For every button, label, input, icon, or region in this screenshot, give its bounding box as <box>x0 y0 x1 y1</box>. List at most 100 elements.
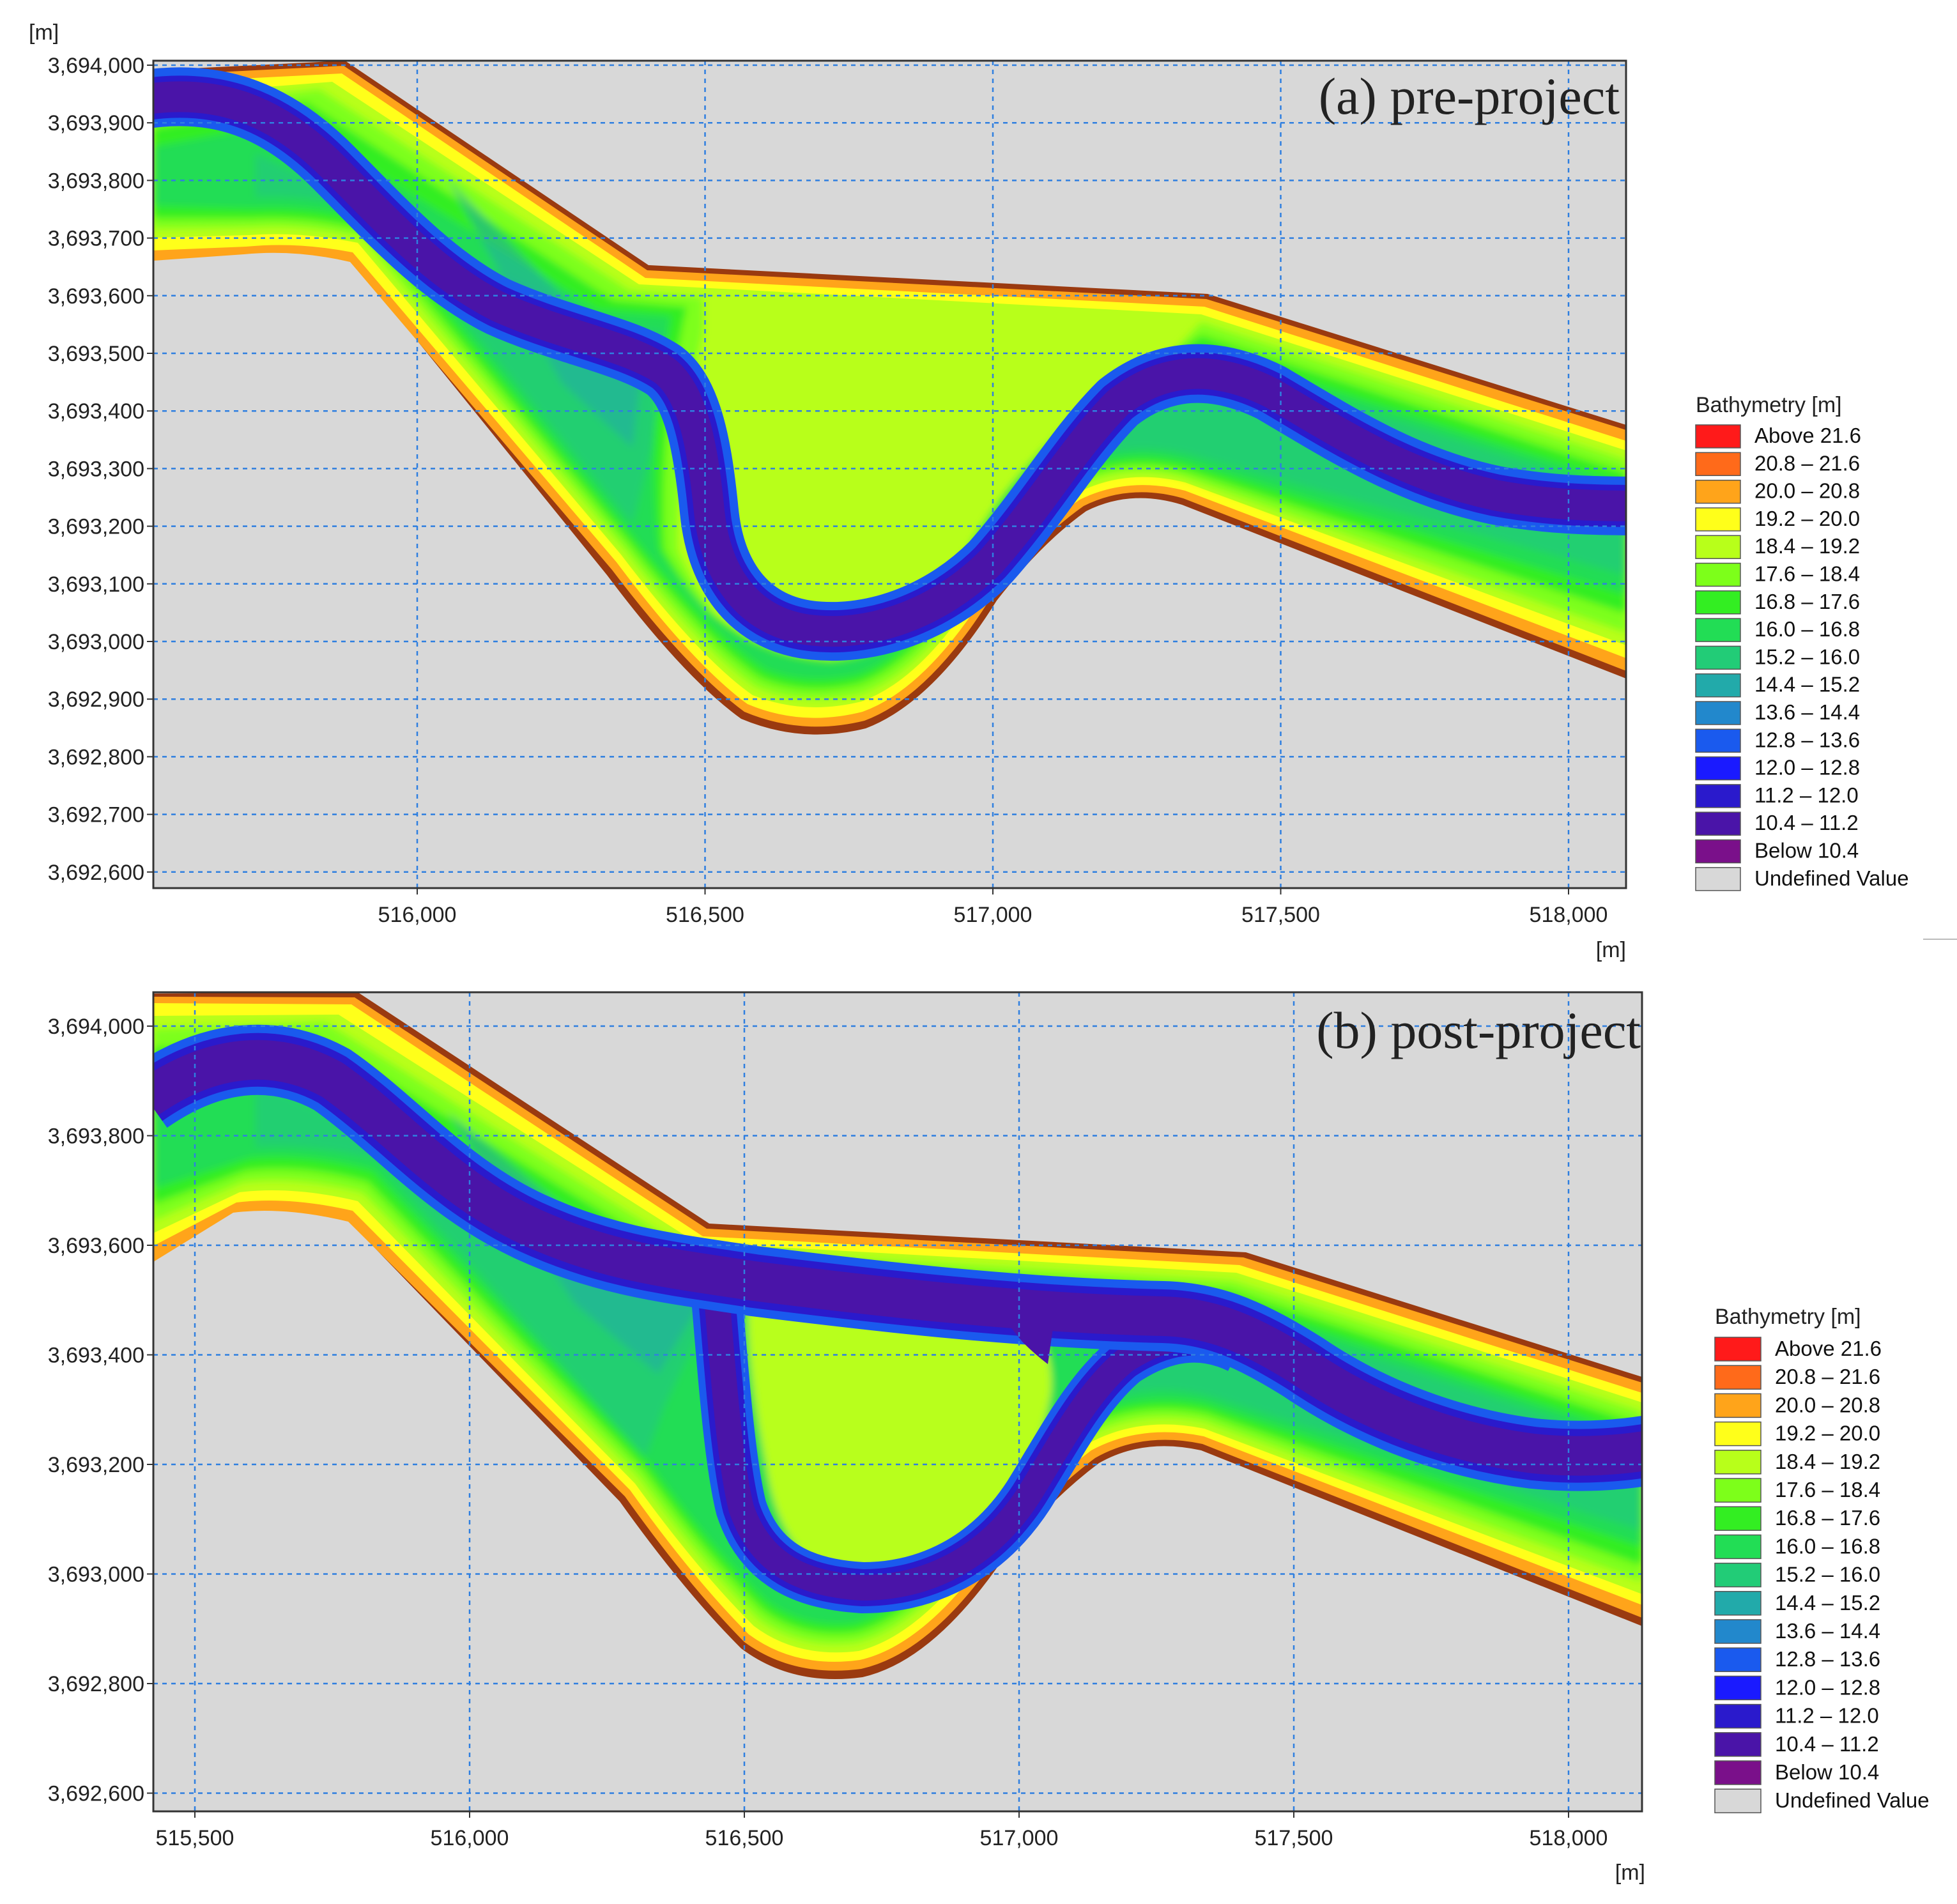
panel-a-x-unit: [m] <box>1596 938 1626 962</box>
legend-label: 20.8 – 21.6 <box>1775 1365 1880 1388</box>
legend-label: 12.0 – 12.8 <box>1754 756 1860 779</box>
legend-label: 12.0 – 12.8 <box>1775 1675 1880 1699</box>
legend-swatch <box>1695 728 1741 753</box>
y-tick-label: 3,693,800 <box>48 1125 144 1149</box>
y-tick-label: 3,693,700 <box>48 227 144 251</box>
legend-swatch <box>1714 1337 1761 1362</box>
panel-a-main-channel <box>153 67 1626 661</box>
legend-label: 20.0 – 20.8 <box>1775 1393 1880 1416</box>
y-tick-label: 3,692,900 <box>48 687 144 712</box>
y-tick-label: 3,693,600 <box>48 284 144 309</box>
legend-label: Below 10.4 <box>1775 1760 1879 1784</box>
legend-swatch <box>1695 811 1741 836</box>
x-tick-label: 517,500 <box>1255 1826 1333 1850</box>
y-tick-label: 3,694,000 <box>48 1015 144 1039</box>
legend-label: 17.6 – 18.4 <box>1775 1478 1880 1501</box>
y-tick-label: 3,692,600 <box>48 1782 144 1806</box>
y-tick-label: 3,693,400 <box>48 1344 144 1368</box>
panel-b-x-axis: 515,500 516,000 516,500 517,000 517,500 518,0… <box>156 1811 1608 1850</box>
legend-label: 12.8 – 13.6 <box>1775 1647 1880 1671</box>
legend-label: 18.4 – 19.2 <box>1754 534 1860 558</box>
legend-label: 19.2 – 20.0 <box>1775 1422 1880 1445</box>
x-tick-label: 517,000 <box>954 903 1032 927</box>
legend-swatch <box>1714 1619 1761 1644</box>
panel-a-legend: Bathymetry [m] Above 21.6 20.8 – 21.6 20.0… <box>1695 393 1909 891</box>
y-tick-label: 3,693,300 <box>48 457 144 481</box>
legend-swatch <box>1695 645 1741 670</box>
legend-swatch <box>1695 756 1741 781</box>
panel-b-legend-title: Bathymetry [m] <box>1715 1305 1861 1329</box>
legend-label: 16.8 – 17.6 <box>1775 1506 1880 1530</box>
legend-label: 18.4 – 19.2 <box>1775 1450 1880 1473</box>
y-tick-label: 3,692,600 <box>48 861 144 885</box>
panel-a-river-map <box>153 61 1626 888</box>
y-tick-label: 3,693,900 <box>48 111 144 135</box>
legend-label: Below 10.4 <box>1754 839 1859 863</box>
legend-label: 13.6 – 14.4 <box>1754 700 1860 724</box>
legend-swatch <box>1714 1393 1761 1418</box>
panel-b-x-unit: [m] <box>1615 1861 1645 1885</box>
legend-swatch <box>1695 562 1741 587</box>
legend-label: Above 21.6 <box>1754 424 1861 447</box>
legend-label: 20.8 – 21.6 <box>1754 451 1860 475</box>
y-tick-label: 3,693,500 <box>48 342 144 366</box>
legend-swatch <box>1695 452 1741 477</box>
x-tick-label: 517,500 <box>1241 903 1320 927</box>
panel-b-legend: Bathymetry [m] Above 21.6 20.8 – 21.6 20.0… <box>1714 1305 1930 1813</box>
legend-swatch <box>1714 1365 1761 1390</box>
legend-swatch <box>1714 1478 1761 1503</box>
legend-label: 13.6 – 14.4 <box>1775 1619 1880 1643</box>
legend-swatch <box>1714 1703 1761 1729</box>
legend-swatch <box>1714 1534 1761 1560</box>
panel-a-legend-title: Bathymetry [m] <box>1696 393 1842 417</box>
legend-swatch <box>1695 701 1741 725</box>
panel-b-title: (b) post-project <box>1316 1001 1641 1059</box>
x-tick-label: 517,000 <box>980 1826 1059 1850</box>
legend-label: 11.2 – 12.0 <box>1754 783 1859 807</box>
legend-label: 15.2 – 16.0 <box>1775 1563 1880 1586</box>
legend-swatch <box>1714 1732 1761 1757</box>
panel-b-frame <box>152 991 1643 1813</box>
y-tick-label: 3,692,700 <box>48 803 144 827</box>
legend-label: 20.0 – 20.8 <box>1754 479 1860 503</box>
y-tick-label: 3,693,200 <box>48 515 144 539</box>
panel-a-frame <box>152 59 1627 889</box>
legend-label: 17.6 – 18.4 <box>1754 562 1860 586</box>
legend-swatch <box>1695 839 1741 864</box>
legend-swatch <box>1714 1760 1761 1785</box>
legend-swatch <box>1695 618 1741 642</box>
panel-b-river-map <box>153 992 1642 1811</box>
y-tick-label: 3,693,600 <box>48 1234 144 1258</box>
legend-swatch <box>1714 1506 1761 1531</box>
legend-swatch <box>1714 1788 1761 1813</box>
legend-label: 15.2 – 16.0 <box>1754 645 1860 668</box>
legend-label: 16.8 – 17.6 <box>1754 590 1860 613</box>
legend-swatch <box>1714 1450 1761 1475</box>
legend-swatch <box>1695 507 1741 532</box>
legend-swatch <box>1714 1562 1761 1588</box>
panel-a-title: (a) pre-project <box>1319 67 1620 125</box>
legend-swatch <box>1695 867 1741 891</box>
legend-label: 11.2 – 12.0 <box>1775 1704 1879 1728</box>
legend-label: Undefined Value <box>1775 1788 1930 1812</box>
legend-label: 16.0 – 16.8 <box>1775 1534 1880 1558</box>
legend-label: 16.0 – 16.8 <box>1754 617 1860 641</box>
legend-swatch <box>1714 1675 1761 1701</box>
panel-a-y-unit: [m] <box>29 20 59 45</box>
y-tick-label: 3,694,000 <box>48 54 144 78</box>
legend-swatch <box>1695 784 1741 808</box>
legend-swatch <box>1714 1591 1761 1616</box>
legend-swatch <box>1714 1647 1761 1672</box>
legend-label: Above 21.6 <box>1775 1337 1882 1360</box>
legend-swatch <box>1695 673 1741 698</box>
y-tick-label: 3,692,800 <box>48 1672 144 1696</box>
panel-a: (a) pre-project [m] [m] 3,694,000 3,693,9… <box>29 20 1909 962</box>
panel-b-y-axis: 3,694,000 3,693,800 3,693,600 3,693,400 3,69… <box>48 1015 153 1806</box>
panel-a-grid <box>153 61 1626 888</box>
legend-label: 10.4 – 11.2 <box>1775 1732 1879 1756</box>
y-tick-label: 3,693,400 <box>48 399 144 424</box>
panel-a-y-axis: 3,694,000 3,693,900 3,693,800 3,693,700 3,69… <box>48 54 153 885</box>
panel-b-grid <box>153 992 1642 1811</box>
x-tick-label: 516,000 <box>378 903 457 927</box>
x-tick-label: 516,500 <box>705 1826 784 1850</box>
